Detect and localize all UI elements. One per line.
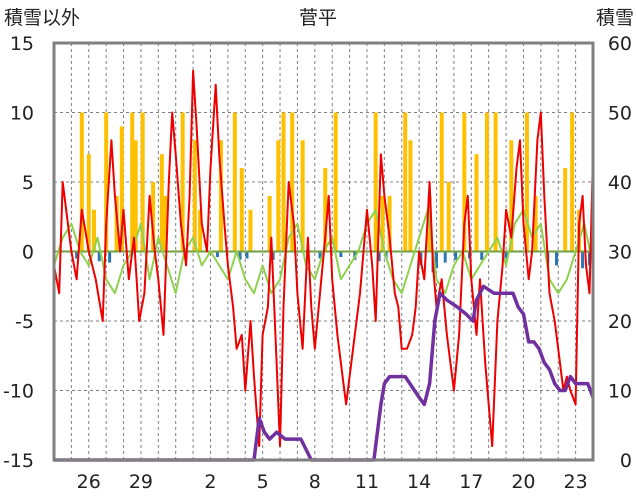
series-lines [53, 69, 595, 462]
precip-bar [163, 195, 168, 252]
precip-bar [151, 182, 156, 252]
negative-bar [245, 251, 249, 259]
precip-bar [439, 112, 444, 252]
precip-bar [86, 154, 91, 252]
left-y-tick-label: 0 [22, 242, 34, 264]
negative-bar [238, 251, 242, 260]
precip-bar [133, 140, 138, 252]
x-tick-label: 26 [77, 471, 101, 493]
negative-bar [75, 251, 79, 259]
x-tick-label: 11 [355, 471, 379, 493]
precip-bar [232, 112, 237, 252]
precip-bar [267, 195, 272, 252]
precip-bar [373, 112, 378, 252]
right-y-tick-labels: 60 50 40 30 20 10 0 [608, 33, 632, 472]
negative-bar [318, 251, 322, 259]
negative-bar [108, 251, 112, 263]
right-y-tick-label: 0 [620, 450, 632, 472]
precip-bar [159, 154, 164, 252]
negative-bar [480, 251, 484, 260]
chart-title: 菅平 [299, 7, 337, 29]
precip-bar [563, 168, 568, 252]
precip-bar [323, 168, 328, 252]
right-y-tick-label: 50 [608, 103, 632, 125]
precip-bar [218, 140, 223, 252]
x-tick-label: 14 [407, 471, 431, 493]
negative-bar [215, 251, 219, 258]
precip-bar [290, 112, 295, 252]
right-y-tick-label: 40 [608, 172, 632, 194]
right-y-tick-label: 30 [608, 242, 632, 264]
negative-bar [97, 251, 101, 262]
left-y-tick-labels: 15 10 5 0 -5 -10 -15 [3, 33, 34, 472]
precip-bar [462, 112, 467, 252]
right-axis-label: 積雪 [596, 7, 634, 29]
precip-bar [524, 112, 529, 252]
left-y-tick-label: 10 [10, 103, 34, 125]
precip-bar [403, 112, 408, 252]
x-tick-label: 29 [129, 471, 153, 493]
precip-positive-bars [79, 112, 582, 252]
x-tick-label: 8 [309, 471, 321, 493]
precip-bar [91, 209, 96, 252]
precip-bar [387, 195, 392, 252]
precip-bar [300, 140, 305, 252]
negative-bar [581, 251, 585, 269]
precip-bar [198, 209, 203, 252]
precip-bar [533, 195, 538, 252]
precip-bar [408, 140, 413, 252]
precip-bar [281, 112, 286, 252]
plot-frame [52, 41, 595, 462]
left-y-tick-label: 5 [22, 172, 34, 194]
precip-bar [446, 182, 451, 252]
precip-bar [276, 140, 281, 252]
negative-bar [443, 251, 447, 263]
precip-bar [380, 195, 385, 252]
x-tick-label: 20 [511, 471, 535, 493]
x-tick-labels: 26 29 2 5 8 11 14 17 20 23 [77, 471, 588, 493]
right-y-tick-label: 60 [608, 33, 632, 55]
negative-bar [377, 251, 381, 262]
x-tick-label: 23 [564, 471, 588, 493]
precip-bar [130, 112, 135, 252]
left-axis-label: 積雪以外 [4, 7, 80, 29]
precip-bar [104, 112, 109, 252]
negative-bar [554, 251, 558, 266]
precip-bar [493, 112, 498, 252]
precip-bar [79, 112, 84, 252]
left-y-tick-label: -10 [3, 381, 34, 403]
series-temperature [53, 69, 594, 448]
precip-bar [570, 112, 575, 252]
series-snow-depth [54, 284, 595, 462]
precip-bar [474, 154, 479, 252]
negative-bar [504, 251, 508, 259]
x-tick-label: 17 [459, 471, 483, 493]
precip-bar [192, 140, 197, 252]
negative-bar [339, 251, 343, 258]
precip-bar [119, 126, 124, 252]
precip-bar [333, 112, 338, 252]
precip-bar [180, 112, 185, 252]
x-tick-label: 5 [257, 471, 269, 493]
left-y-tick-label: -5 [15, 311, 34, 333]
precip-bar [484, 112, 489, 252]
negative-bar [271, 251, 275, 260]
right-y-tick-label: 20 [608, 311, 632, 333]
right-y-tick-label: 10 [608, 381, 632, 403]
precip-bar [140, 112, 145, 252]
negative-bar [454, 251, 458, 260]
precip-bar [509, 140, 514, 252]
x-tick-label: 2 [204, 471, 216, 493]
precip-bar [248, 209, 253, 252]
left-y-tick-label: 15 [10, 33, 34, 55]
left-y-tick-label: -15 [3, 450, 34, 472]
precip-bar [239, 168, 244, 252]
negative-bar [435, 251, 439, 269]
